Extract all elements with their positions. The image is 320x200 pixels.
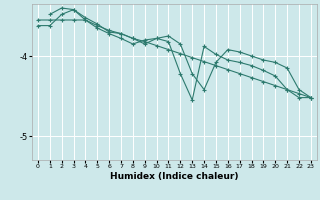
X-axis label: Humidex (Indice chaleur): Humidex (Indice chaleur) <box>110 172 239 181</box>
